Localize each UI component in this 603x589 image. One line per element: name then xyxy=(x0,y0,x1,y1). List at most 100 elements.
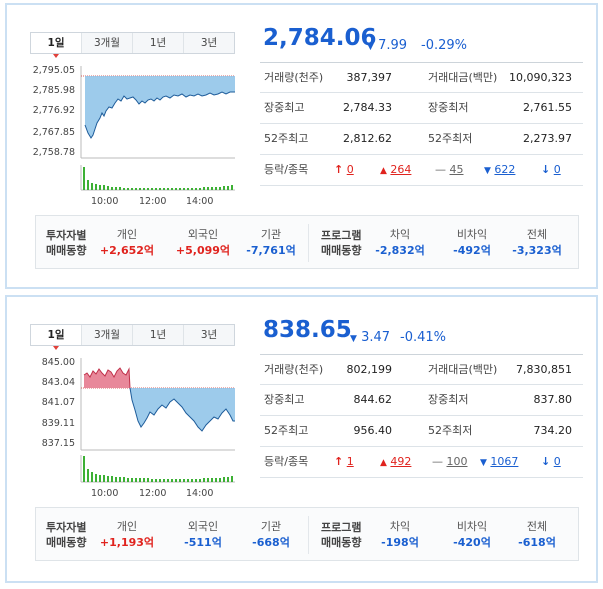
flat[interactable]: — 100 xyxy=(432,447,468,477)
institution-label: 기관 xyxy=(260,520,282,533)
institution-label: 기관 xyxy=(260,228,282,241)
program-title-line2: 매매동향 xyxy=(321,536,362,549)
arbitrage-label: 차익 xyxy=(389,228,411,241)
flat-count: 100 xyxy=(446,455,468,468)
lower-limit[interactable]: ↓ 0 xyxy=(541,155,561,185)
rise-icon: ▲ xyxy=(380,458,387,468)
y-tick: 2,795.05 xyxy=(32,65,75,76)
volume-bars xyxy=(83,167,233,190)
week52-high-value: 956.40 xyxy=(353,424,393,437)
period-tabs: 1일 3개월 1년 3년 xyxy=(30,32,235,58)
rise[interactable]: ▲ 264 xyxy=(380,155,411,186)
y-tick: 839.11 xyxy=(41,418,75,429)
index-value: 838.65 xyxy=(263,317,352,343)
intraday-row: 장중최고 2,784.33 장중최저 2,761.55 xyxy=(260,93,583,124)
non-arbitrage-label: 비차익 xyxy=(456,520,488,533)
amount-label: 거래대금(백만) xyxy=(428,363,498,376)
tab-1year[interactable]: 1년 xyxy=(132,325,183,345)
flat-icon: — xyxy=(435,163,446,176)
fall-icon: ▼ xyxy=(484,166,491,176)
upper-limit-icon: ↑ xyxy=(334,455,344,468)
tab-3month[interactable]: 3개월 xyxy=(81,33,132,53)
tab-3year[interactable]: 3년 xyxy=(183,33,234,53)
investor-flow-title: 투자자별 매매동향 xyxy=(46,228,86,258)
week52-row: 52주최고 2,812.62 52주최저 2,273.97 xyxy=(260,124,583,155)
x-tick: 10:00 xyxy=(91,488,119,499)
intraday-high-label: 장중최고 xyxy=(264,101,305,114)
rise-count: 492 xyxy=(390,455,412,468)
foreign-value: -511억 xyxy=(184,536,222,549)
intraday-low-value: 2,761.55 xyxy=(523,101,572,114)
y-tick: 841.07 xyxy=(41,397,75,408)
week52-high-label: 52주최고 xyxy=(264,132,309,145)
flat-count: 45 xyxy=(449,163,464,176)
intraday-chart-graphic xyxy=(80,66,235,191)
x-tick: 14:00 xyxy=(186,488,214,499)
change-points: 7.99 xyxy=(378,38,408,53)
lower-limit[interactable]: ↓ 0 xyxy=(541,447,561,477)
fall-count: 1067 xyxy=(490,455,519,468)
non-arbitrage-value: -492억 xyxy=(453,244,491,257)
volume-bars xyxy=(83,456,233,482)
volume-label: 거래량(천주) xyxy=(264,363,324,376)
tab-1day[interactable]: 1일 xyxy=(31,325,81,350)
institution-value: -7,761억 xyxy=(246,244,296,257)
week52-low-value: 2,273.97 xyxy=(523,132,572,145)
tab-1day[interactable]: 1일 xyxy=(31,33,81,58)
tab-3year[interactable]: 3년 xyxy=(183,325,234,345)
rise[interactable]: ▲ 492 xyxy=(380,447,411,478)
total-value: -618억 xyxy=(518,536,556,549)
trading-flow-box: 투자자별 매매동향 개인 +2,652억 외국인 +5,099억 기관 -7,76… xyxy=(35,215,579,269)
intraday-high-value: 2,784.33 xyxy=(343,101,392,114)
investor-title-line1: 투자자별 xyxy=(46,521,87,534)
intraday-high-value: 844.62 xyxy=(353,393,393,406)
institution-value: -668억 xyxy=(252,536,290,549)
upper-limit[interactable]: ↑ 0 xyxy=(334,155,354,185)
tab-3month[interactable]: 3개월 xyxy=(81,325,132,345)
intraday-low-value: 837.80 xyxy=(533,393,573,406)
x-tick: 10:00 xyxy=(91,196,119,207)
y-tick: 2,776.92 xyxy=(32,105,75,116)
intraday-chart: 845.00 843.04 841.07 839.11 837.15 xyxy=(30,355,238,500)
price-area-up xyxy=(84,368,130,388)
price-line-down xyxy=(129,387,235,432)
program-title-line1: 프로그램 xyxy=(321,229,362,242)
foreign-value: +5,099억 xyxy=(175,244,231,257)
investor-title-line1: 투자자별 xyxy=(46,229,87,242)
volume-row: 거래량(천주) 802,199 거래대금(백만) 7,830,851 xyxy=(260,354,583,385)
upper-limit-count: 0 xyxy=(346,163,354,176)
upper-limit[interactable]: ↑ 1 xyxy=(334,447,354,477)
total-label: 전체 xyxy=(526,228,548,241)
foreign-label: 외국인 xyxy=(187,228,219,241)
week52-low-label: 52주최저 xyxy=(428,424,473,437)
down-arrow-icon: ▼ xyxy=(350,334,357,344)
week52-high-value: 2,812.62 xyxy=(343,132,392,145)
change-percent: -0.41% xyxy=(400,330,446,345)
upper-limit-count: 1 xyxy=(346,455,354,468)
kosdaq-panel: 1일 3개월 1년 3년 845.00 843.04 841.07 839.11… xyxy=(5,295,598,583)
non-arbitrage-label: 비차익 xyxy=(456,228,488,241)
volume-value: 802,199 xyxy=(346,363,393,376)
investor-flow-title: 투자자별 매매동향 xyxy=(46,520,86,550)
trading-flow-box: 투자자별 매매동향 개인 +1,193억 외국인 -511억 기관 -668억 프… xyxy=(35,507,579,561)
week52-high-label: 52주최고 xyxy=(264,424,309,437)
amount-value: 7,830,851 xyxy=(516,363,572,376)
rise-icon: ▲ xyxy=(380,166,387,176)
amount-value: 10,090,323 xyxy=(509,71,572,84)
updown-label: 등락/종목 xyxy=(264,163,309,176)
volume-value: 387,397 xyxy=(346,71,393,84)
fall[interactable]: ▼ 1067 xyxy=(480,447,518,478)
change-value: ▼ 7.99 xyxy=(367,38,407,53)
price-line-up xyxy=(83,367,131,389)
flat[interactable]: — 45 xyxy=(435,155,464,185)
tab-1year[interactable]: 1년 xyxy=(132,33,183,53)
y-tick: 2,758.78 xyxy=(32,147,75,158)
y-tick: 837.15 xyxy=(41,438,75,449)
lower-limit-icon: ↓ xyxy=(541,163,551,176)
total-label: 전체 xyxy=(526,520,548,533)
divider xyxy=(308,224,309,262)
individual-value: +2,652억 xyxy=(99,244,155,257)
intraday-chart-graphic xyxy=(80,358,235,483)
intraday-row: 장중최고 844.62 장중최저 837.80 xyxy=(260,385,583,416)
fall[interactable]: ▼ 622 xyxy=(484,155,515,186)
